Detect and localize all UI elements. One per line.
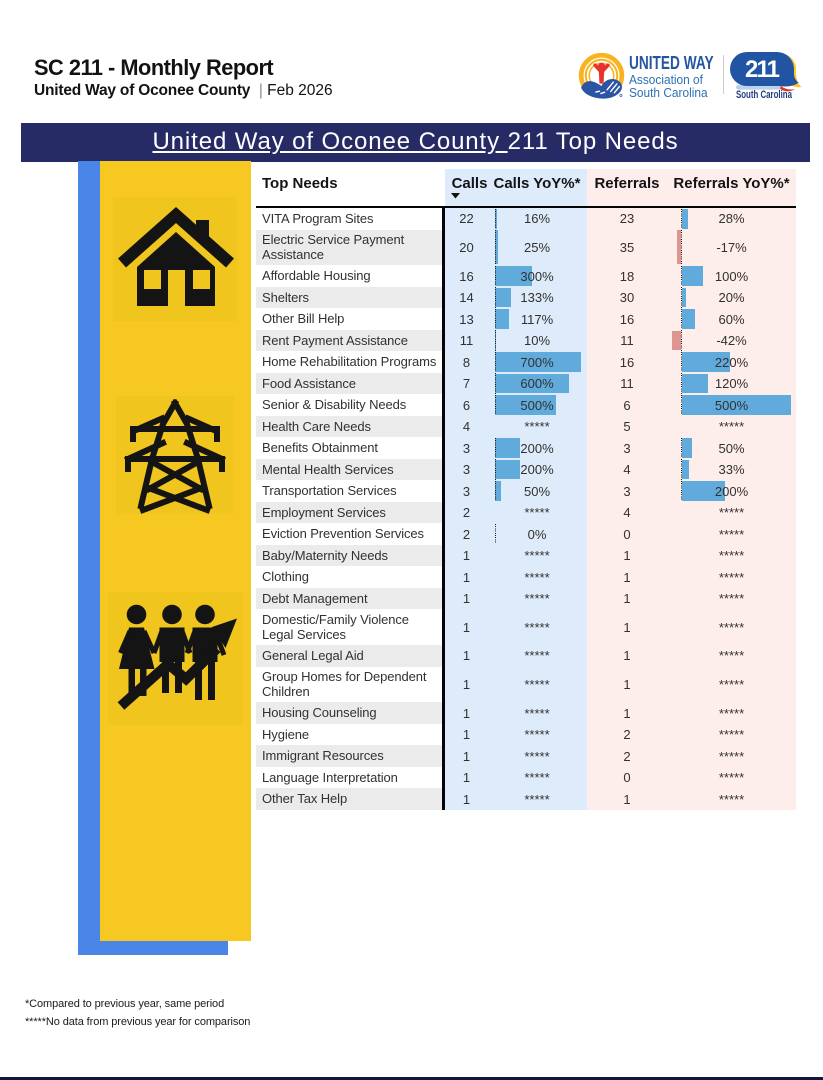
svg-text:South Carolina: South Carolina — [736, 89, 793, 101]
svg-text:211: 211 — [745, 56, 780, 83]
